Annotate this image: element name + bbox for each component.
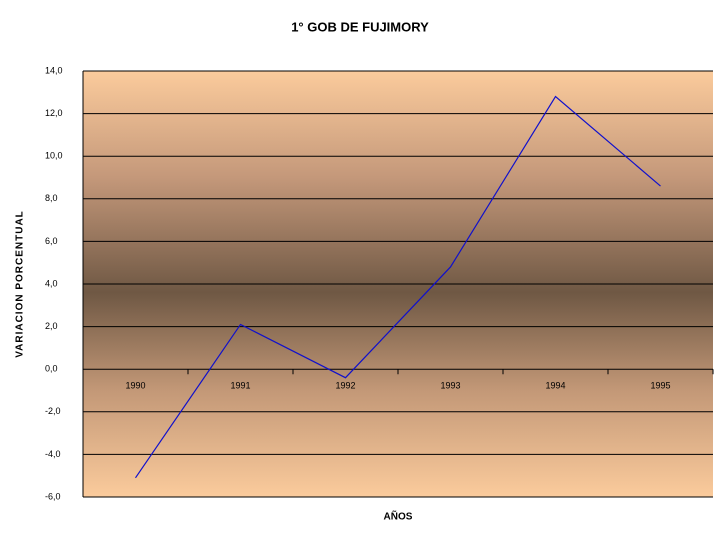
y-tick-label: 6,0: [45, 236, 58, 246]
x-axis-title: AÑOS: [384, 510, 413, 523]
y-tick-label: 4,0: [45, 278, 58, 288]
x-tick-label: 1995: [650, 381, 670, 391]
y-tick-label: 0,0: [45, 364, 58, 374]
y-axis-title: VARIACION PORCENTUAL: [15, 210, 26, 358]
y-tick-label: 14,0: [45, 65, 63, 75]
y-tick-label: -6,0: [45, 491, 61, 501]
y-tick-label: -2,0: [45, 406, 61, 416]
y-tick-label: 12,0: [45, 108, 63, 118]
x-tick-label: 1994: [545, 381, 565, 391]
x-tick-label: 1993: [440, 381, 460, 391]
x-tick-label: 1991: [230, 381, 250, 391]
x-tick-label: 1992: [335, 381, 355, 391]
x-tick-label: 1990: [125, 381, 145, 391]
y-tick-label: 2,0: [45, 321, 58, 331]
chart-title: 1° GOB DE FUJIMORY: [291, 19, 429, 34]
y-tick-label: 8,0: [45, 193, 58, 203]
y-tick-label: 10,0: [45, 151, 63, 161]
y-tick-label: -4,0: [45, 449, 61, 459]
line-series: [135, 95, 661, 479]
